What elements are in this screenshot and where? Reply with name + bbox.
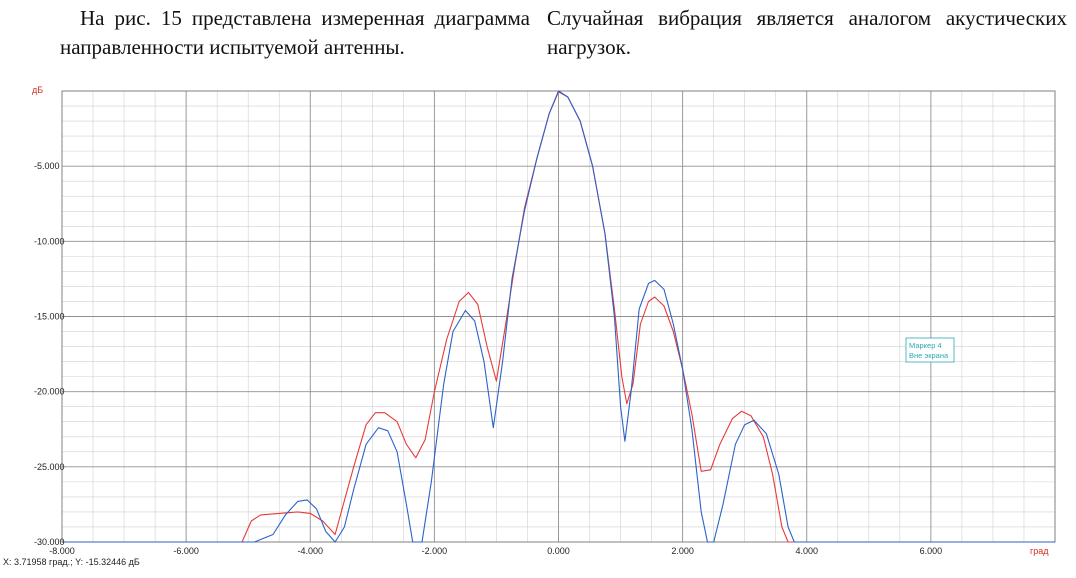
y-tick-label: -20.000 [34, 387, 65, 397]
x-tick-label: 2.000 [671, 546, 694, 556]
x-tick-label: -2.000 [422, 546, 448, 556]
antenna-pattern-chart: -8.000 -6.000 -4.000 -2.000 0.000 2.000 4.000 6… [3, 85, 1056, 567]
marker-box-line2: Вне экрана [909, 351, 949, 360]
x-tick-label: -4.000 [297, 546, 323, 556]
marker-box-frame [905, 337, 955, 363]
series-line-blue [62, 90, 1055, 543]
grid-major [61, 90, 1056, 543]
tick-labels: -8.000 -6.000 -4.000 -2.000 0.000 2.000 4.000 6… [34, 161, 942, 556]
series-layer [62, 90, 1055, 543]
x-tick-label: 4.000 [795, 546, 818, 556]
x-tick-label: -8.000 [49, 546, 75, 556]
x-axis-unit: град [1030, 546, 1049, 556]
marker-box[interactable]: Маркер 4 Вне экрана [905, 337, 955, 363]
paragraph-right: Случайная вибрация является аналогом аку… [547, 6, 1067, 59]
y-tick-label: -30.000 [34, 537, 65, 547]
paragraph-left: На рис. 15 представлена измеренная диагр… [60, 6, 530, 59]
y-axis-unit: дБ [32, 85, 43, 95]
x-tick-label: 0.000 [547, 546, 570, 556]
y-tick-label: -10.000 [34, 236, 65, 246]
marker-box-line1: Маркер 4 [909, 341, 942, 350]
cursor-readout: X: 3.71958 град.; Y: -15.32446 дБ [3, 557, 140, 567]
y-tick-label: -25.000 [34, 462, 65, 472]
y-tick-label: -5.000 [34, 161, 60, 171]
y-tick-label: -15.000 [34, 312, 65, 322]
x-tick-label: 6.000 [920, 546, 943, 556]
x-tick-label: -6.000 [173, 546, 199, 556]
